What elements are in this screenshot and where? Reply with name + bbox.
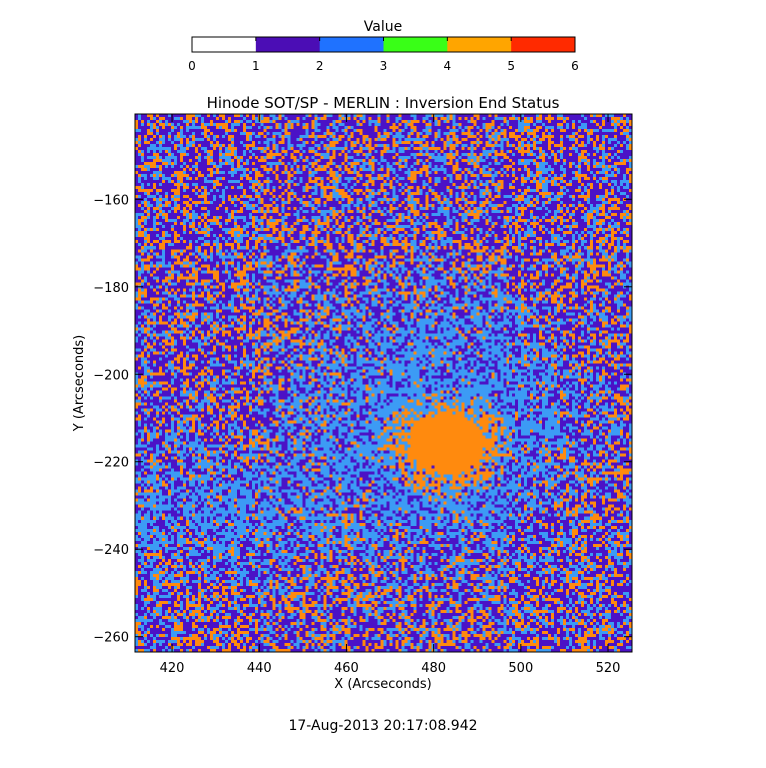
colorbar-segment <box>192 37 257 52</box>
colorbar-tick-label: 6 <box>571 59 579 73</box>
colorbar-ticks: 0 1 2 3 4 5 6 <box>188 37 579 73</box>
y-tick-label: −180 <box>93 281 129 296</box>
colorbar-segment <box>383 37 448 52</box>
colorbar-tick-label: 0 <box>188 59 196 73</box>
y-tick-label: −240 <box>93 543 129 558</box>
y-axis-label: Y (Arcseconds) <box>72 335 87 432</box>
y-tick-label: −160 <box>93 193 129 208</box>
colorbar <box>191 36 576 53</box>
colorbar-segment <box>447 37 512 52</box>
x-tick-label: 520 <box>596 661 621 676</box>
x-tick-label: 420 <box>160 661 185 676</box>
colorbar-tick-label: 3 <box>380 59 388 73</box>
x-axis-label: X (Arcseconds) <box>334 677 431 692</box>
colorbar-tick-label: 2 <box>316 59 324 73</box>
colorbar-tick-label: 1 <box>252 59 260 73</box>
x-tick-label: 460 <box>334 661 359 676</box>
colorbar-tick-label: 5 <box>507 59 515 73</box>
colorbar-label: Value <box>364 19 402 35</box>
y-tick-label: −260 <box>93 631 129 646</box>
x-axis: 420 440 460 480 500 520 <box>160 114 621 676</box>
chart-title: Hinode SOT/SP - MERLIN : Inversion End S… <box>207 94 560 112</box>
x-tick-label: 480 <box>421 661 446 676</box>
heatmap-raster <box>135 114 632 652</box>
colorbar-segment <box>511 37 576 52</box>
y-tick-label: −200 <box>93 368 129 383</box>
y-axis: −160 −180 −200 −220 −240 −260 <box>93 193 632 646</box>
plot-frame <box>134 113 633 653</box>
colorbar-segment <box>319 37 384 52</box>
y-tick-label: −220 <box>93 456 129 471</box>
timestamp: 17-Aug-2013 20:17:08.942 <box>288 718 477 734</box>
x-tick-label: 440 <box>247 661 272 676</box>
colorbar-segment <box>255 37 321 52</box>
heatmap-image <box>135 114 632 652</box>
colorbar-tick-label: 4 <box>444 59 452 73</box>
x-tick-label: 500 <box>508 661 533 676</box>
